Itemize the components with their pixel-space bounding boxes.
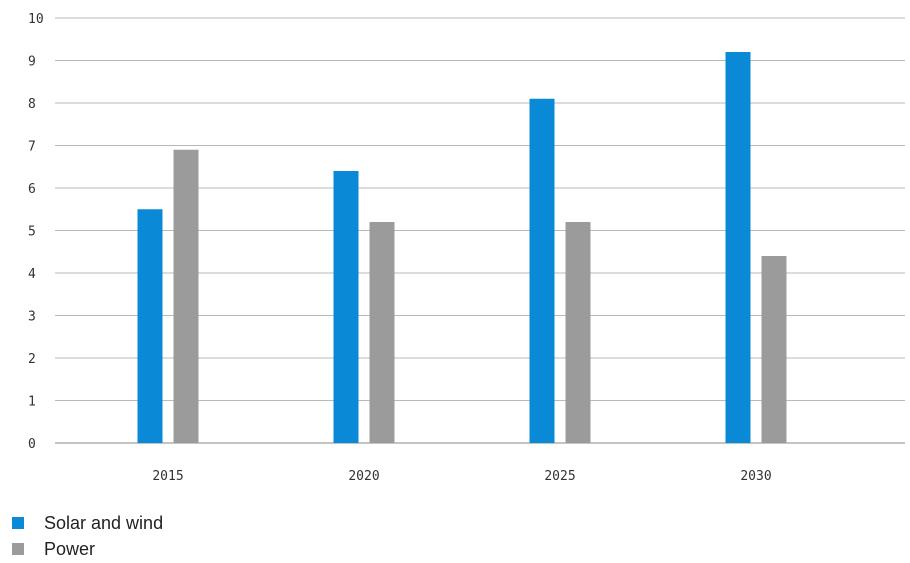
bar-power-2015 [173,149,199,443]
bar-power-2025 [565,222,591,443]
y-tick-label-3: 3 [28,310,36,325]
y-tick-label-9: 9 [28,55,36,70]
y-tick-label-8: 8 [28,97,36,112]
bar-solar-and-wind-2030 [725,52,751,443]
bar-solar-and-wind-2025 [529,98,555,443]
bars [137,52,787,443]
y-axis-tick-labels: 0 1 2 3 4 5 6 7 8 9 10 [28,12,44,452]
legend-label-power: Power [44,538,96,559]
y-tick-label-6: 6 [28,182,36,197]
bar-chart: 0 1 2 3 4 5 6 7 8 9 10 2015 2020 2025 2030 [28,12,905,484]
legend-item-solar-and-wind: Solar and wind [12,510,163,536]
y-tick-label-5: 5 [28,225,36,240]
legend-label-solar-and-wind: Solar and wind [44,512,164,533]
x-axis-tick-labels: 2015 2020 2025 2030 [152,469,771,484]
y-tick-label-0: 0 [28,437,36,452]
y-tick-label-4: 4 [28,267,36,282]
x-tick-label-2020: 2020 [348,469,379,484]
bar-solar-and-wind-2015 [137,209,163,443]
bar-power-2030 [761,256,787,443]
y-tick-label-1: 1 [28,395,36,410]
legend-swatch-solar-and-wind [12,517,24,529]
bar-solar-and-wind-2020 [333,171,359,443]
bar-power-2020 [369,222,395,443]
legend-swatch-power [12,543,24,555]
y-tick-label-10: 10 [28,12,44,27]
x-tick-label-2030: 2030 [740,469,771,484]
x-tick-label-2025: 2025 [544,469,575,484]
y-tick-label-7: 7 [28,140,36,155]
legend: Solar and wind Power [12,510,163,562]
legend-item-power: Power [12,536,163,562]
x-tick-label-2015: 2015 [152,469,183,484]
y-tick-label-2: 2 [28,352,36,367]
